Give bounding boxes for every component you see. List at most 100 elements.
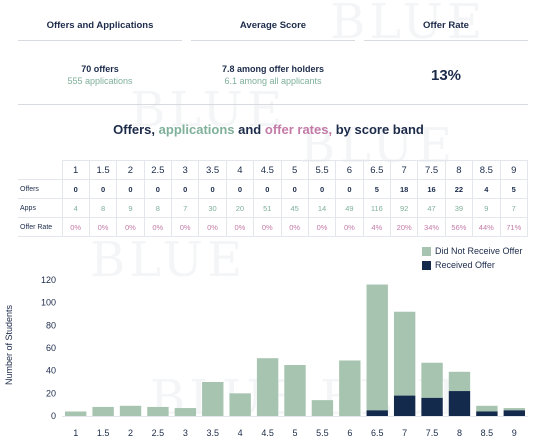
offers-cell: 0 (116, 179, 145, 199)
apps-cell: 9 (472, 198, 501, 218)
offers-cell: 5 (362, 179, 392, 199)
band-header-cell: 8 (444, 160, 474, 180)
y-tick-label: 0 (51, 411, 56, 421)
kpi-average-score-header: Average Score (191, 10, 355, 41)
offers-cell: 0 (335, 179, 364, 199)
x-tick-label: 1 (73, 428, 78, 438)
rate-row: Offer Rate 0% 0% 0% 0% 0% 0% 0% 0% 0% 0% 0% 4% 20% 34… (18, 217, 528, 237)
bar-did-not-receive-offer (147, 406, 169, 416)
offer-rate-value: 13% (430, 66, 462, 84)
legend-item-not-received[interactable]: Did Not Receive Offer (422, 244, 522, 258)
bar-did-not-receive-offer (92, 406, 114, 416)
bar-did-not-receive-offer (174, 408, 197, 416)
offer-rate-cell: 0% (88, 217, 118, 237)
stacked-bar-chart: Number of Students 0 20 40 60 80 100 120 1 1.5 2 2.… (4, 275, 528, 438)
apps-cell: 45 (280, 198, 309, 218)
avg-score-offer-holders: 7.8 among offer holders (221, 64, 325, 74)
section-title: Offers, applications and offer rates, by… (0, 122, 537, 137)
y-tick-label: 40 (46, 366, 56, 376)
bar-received-offer (366, 410, 388, 416)
bar-did-not-receive-offer (448, 371, 471, 392)
offers-cell: 0 (280, 179, 309, 199)
x-tick-label: 1.5 (97, 428, 110, 438)
x-tick-label: 5 (292, 428, 297, 438)
offer-rate-cell: 0% (253, 217, 282, 237)
band-header-cell: 2 (116, 160, 145, 180)
bar-did-not-receive-offer (229, 393, 251, 416)
offer-rate-cell: 44% (472, 217, 501, 237)
apps-cell: 39 (444, 198, 474, 218)
bar-did-not-receive-offer (202, 382, 224, 416)
x-tick-label: 6.5 (371, 428, 384, 438)
x-tick-label: 7.5 (426, 428, 439, 438)
offer-rate-cell: 0% (61, 217, 90, 237)
title-offers: Offers, (113, 122, 156, 137)
band-header-cell: 5.5 (307, 160, 337, 180)
x-tick-label: 7 (402, 428, 407, 438)
offers-cell: 0 (253, 179, 282, 199)
apps-row: Apps 4 8 9 8 7 30 20 51 45 14 49 116 92 47 39 9 7 (18, 198, 528, 218)
band-header-cell: 2.5 (143, 160, 173, 180)
band-header-cell: 1 (61, 160, 90, 180)
offer-rate-cell: 0% (143, 217, 173, 237)
bar-received-offer (448, 391, 471, 416)
bar-did-not-receive-offer (503, 408, 525, 411)
x-tick-label: 3 (183, 428, 188, 438)
x-tick-label: 4 (238, 428, 243, 438)
section-divider (18, 104, 528, 105)
offers-cell: 0 (88, 179, 118, 199)
bar-did-not-receive-offer (366, 284, 388, 411)
offers-cell: 16 (417, 179, 446, 199)
title-applications: applications (158, 122, 235, 137)
band-header-cell: 7 (389, 160, 419, 180)
bar-did-not-receive-offer (421, 362, 443, 398)
title-and: and (238, 122, 262, 137)
offer-rate-cell: 0% (335, 217, 364, 237)
bar-did-not-receive-offer (256, 358, 279, 416)
y-tick-label: 80 (46, 320, 56, 330)
legend-item-received[interactable]: Received Offer (422, 258, 522, 272)
offers-row: Offers 0 0 0 0 0 0 0 0 0 0 0 5 18 16 22 4 5 (18, 179, 528, 199)
x-tick-label: 8 (457, 428, 462, 438)
score-band-table: 1 1.5 2 2.5 3 3.5 4 4.5 5 5.5 6 6.5 7 7.5 8 8.5 9 Offers… (18, 160, 528, 237)
apps-cell: 4 (61, 198, 90, 218)
offers-cell: 5 (499, 179, 528, 199)
table-corner (18, 160, 62, 180)
row-label-apps: Apps (18, 198, 63, 218)
bar-did-not-receive-offer (339, 360, 361, 416)
title-by-score-band: by score band (335, 122, 424, 137)
apps-cell: 51 (253, 198, 282, 218)
band-header-cell: 4.5 (253, 160, 282, 180)
offers-count: 70 offers (81, 64, 119, 74)
y-tick-label: 20 (46, 388, 56, 398)
title-offer-rates: offer rates, (264, 122, 333, 137)
bar-did-not-receive-offer (311, 400, 334, 416)
apps-cell: 8 (88, 198, 118, 218)
band-header-cell: 1.5 (88, 160, 118, 180)
apps-cell: 116 (362, 198, 392, 218)
apps-cell: 30 (198, 198, 227, 218)
legend-swatch-received (422, 260, 431, 270)
apps-cell: 9 (116, 198, 145, 218)
offers-cell: 0 (225, 179, 255, 199)
apps-cell: 14 (307, 198, 337, 218)
offer-rate-cell: 20% (389, 217, 419, 237)
y-axis-label: Number of Students (4, 304, 14, 385)
bar-received-offer (503, 410, 525, 416)
offer-rate-cell: 0% (170, 217, 200, 237)
applications-count: 555 applications (67, 76, 133, 86)
band-header-cell: 6.5 (362, 160, 392, 180)
apps-cell: 8 (143, 198, 173, 218)
row-label-offers: Offers (18, 179, 63, 199)
x-tick-label: 5.5 (316, 428, 329, 438)
legend-label-received: Received Offer (435, 260, 495, 270)
bar-did-not-receive-offer (393, 311, 416, 396)
bar-did-not-receive-offer (65, 411, 87, 416)
offers-cell: 18 (389, 179, 419, 199)
x-tick-label: 2.5 (152, 428, 165, 438)
kpi-average-score: 7.8 among offer holders 6.1 among all ap… (191, 55, 355, 95)
band-header-cell: 6 (335, 160, 364, 180)
bar-did-not-receive-offer (476, 405, 498, 412)
offers-cell: 0 (198, 179, 227, 199)
avg-score-all-applicants: 6.1 among all applicants (224, 76, 322, 86)
